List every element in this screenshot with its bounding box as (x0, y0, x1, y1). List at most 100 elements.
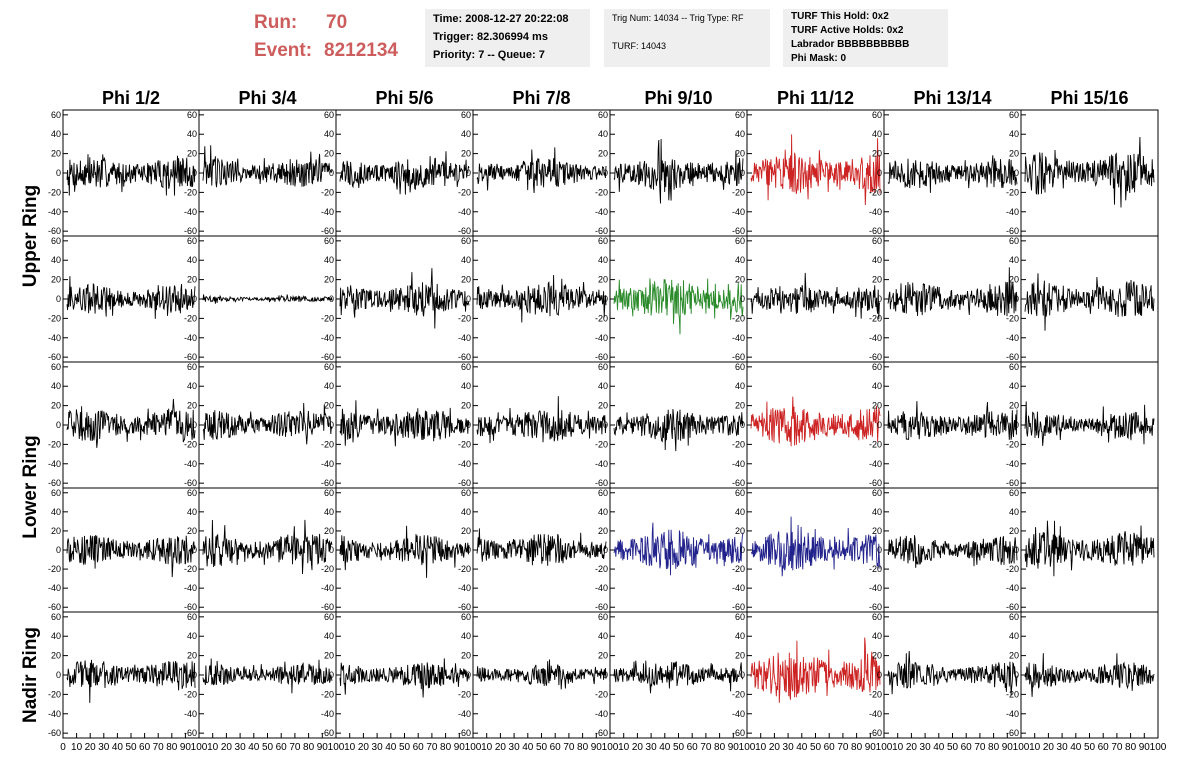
y-tick-label: -40 (48, 583, 61, 593)
y-tick-label: 20 (1009, 275, 1019, 285)
y-tick-label: 20 (872, 526, 882, 536)
y-tick-label: 60 (735, 236, 745, 246)
y-tick-label: 0 (56, 168, 61, 178)
y-tick-label: 0 (740, 294, 745, 304)
x-tick-label: 70 (700, 742, 712, 753)
y-tick-label: 20 (461, 401, 471, 411)
column-title: Phi 13/14 (913, 88, 991, 108)
x-tick-label: 90 (180, 742, 192, 753)
y-tick-label: 20 (735, 149, 745, 159)
waveform-trace (613, 409, 744, 452)
waveform-trace (1024, 273, 1155, 331)
y-tick-label: -60 (1006, 478, 1019, 488)
y-tick-label: 40 (187, 381, 197, 391)
x-tick-label: 60 (139, 742, 151, 753)
x-tick-label: 30 (509, 742, 521, 753)
y-tick-label: 20 (598, 526, 608, 536)
y-tick-label: -20 (732, 439, 745, 449)
x-tick-label: 60 (276, 742, 288, 753)
x-tick-label: 20 (769, 742, 781, 753)
y-tick-label: 0 (329, 168, 334, 178)
y-tick-label: -20 (732, 187, 745, 197)
y-tick-label: 0 (329, 294, 334, 304)
y-tick-label: 20 (324, 651, 334, 661)
x-tick-label: 40 (1070, 742, 1082, 753)
time-text: Time: 2008-12-27 20:22:08 (433, 13, 569, 25)
y-tick-label: 40 (324, 507, 334, 517)
y-tick-label: 40 (461, 129, 471, 139)
y-tick-label: 0 (329, 420, 334, 430)
x-tick-label: 40 (112, 742, 124, 753)
y-tick-label: -20 (184, 689, 197, 699)
waveform-trace (339, 658, 470, 698)
y-tick-label: 20 (872, 401, 882, 411)
y-tick-label: 20 (735, 401, 745, 411)
y-tick-label: -60 (48, 728, 61, 738)
waveform-trace (887, 155, 1018, 193)
x-tick-label: 10 (755, 742, 767, 753)
x-tick-label: 80 (166, 742, 178, 753)
y-tick-label: 0 (329, 670, 334, 680)
y-tick-label: -60 (321, 226, 334, 236)
waveform-trace (887, 650, 1018, 696)
x-tick-label: 70 (426, 742, 438, 753)
y-tick-label: 40 (1009, 381, 1019, 391)
y-tick-label: 0 (603, 420, 608, 430)
y-tick-label: -60 (869, 352, 882, 362)
x-tick-label: 40 (659, 742, 671, 753)
y-tick-label: -40 (458, 207, 471, 217)
y-tick-label: -60 (321, 602, 334, 612)
y-tick-label: 0 (740, 670, 745, 680)
y-tick-label: 40 (872, 381, 882, 391)
y-tick-label: 60 (461, 612, 471, 622)
y-tick-label: -40 (48, 709, 61, 719)
waveform-trace (339, 268, 470, 329)
y-tick-label: -40 (595, 459, 608, 469)
y-tick-label: -60 (595, 478, 608, 488)
labrador-text: Labrador BBBBBBBBBB (791, 39, 910, 50)
y-tick-label: -40 (595, 207, 608, 217)
y-tick-label: -60 (869, 478, 882, 488)
y-tick-label: 60 (735, 110, 745, 120)
y-tick-label: 40 (598, 381, 608, 391)
y-tick-label: 40 (598, 129, 608, 139)
y-tick-label: 40 (324, 129, 334, 139)
y-tick-label: 40 (461, 255, 471, 265)
phi-mask-text: Phi Mask: 0 (791, 53, 847, 64)
x-tick-label: 90 (1002, 742, 1014, 753)
y-tick-label: -20 (184, 564, 197, 574)
y-tick-label: -20 (595, 313, 608, 323)
y-tick-label: -20 (595, 187, 608, 197)
y-tick-label: 20 (187, 401, 197, 411)
waveform-trace (66, 535, 196, 578)
y-tick-label: 0 (192, 294, 197, 304)
y-tick-label: -40 (595, 709, 608, 719)
x-tick-label: 60 (550, 742, 562, 753)
y-tick-label: -60 (48, 226, 61, 236)
y-tick-label: 0 (603, 294, 608, 304)
y-tick-label: -40 (869, 709, 882, 719)
y-tick-label: 60 (187, 362, 197, 372)
y-tick-label: 20 (187, 651, 197, 661)
y-tick-label: 20 (872, 275, 882, 285)
y-tick-label: 60 (1009, 236, 1019, 246)
x-tick-label: 90 (865, 742, 877, 753)
x-tick-label: 80 (988, 742, 1000, 753)
y-tick-label: 20 (187, 275, 197, 285)
y-tick-label: -40 (321, 459, 334, 469)
y-tick-label: 60 (51, 612, 61, 622)
y-tick-label: 60 (598, 612, 608, 622)
y-tick-label: -60 (595, 226, 608, 236)
x-tick-label: 50 (262, 742, 274, 753)
x-tick-label: 50 (399, 742, 411, 753)
y-tick-label: 0 (192, 168, 197, 178)
y-tick-label: -20 (869, 439, 882, 449)
y-tick-label: -60 (184, 728, 197, 738)
x-tick-label: 70 (153, 742, 165, 753)
y-tick-label: 40 (735, 507, 745, 517)
y-tick-label: -60 (458, 478, 471, 488)
y-tick-label: 60 (324, 110, 334, 120)
y-tick-label: 20 (598, 275, 608, 285)
y-tick-label: -40 (321, 583, 334, 593)
y-tick-label: 40 (51, 507, 61, 517)
